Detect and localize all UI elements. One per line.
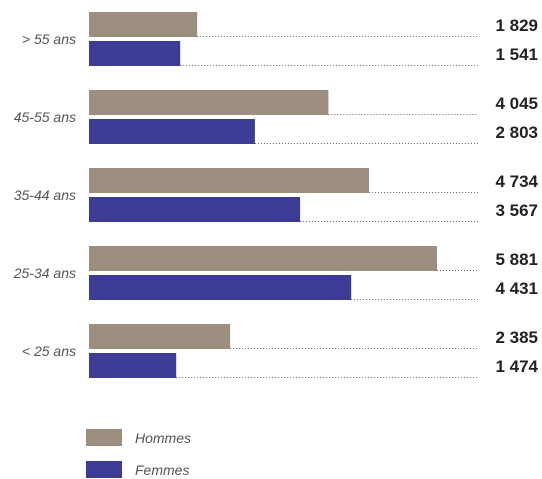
- category-label-0: > 55 ans: [22, 31, 76, 47]
- category-label-4: < 25 ans: [22, 343, 76, 359]
- bar-hommes-1: [89, 90, 329, 115]
- bar-hommes-2: [89, 168, 370, 193]
- legend-label-femmes: Femmes: [135, 462, 189, 478]
- legend-swatch-femmes: [86, 461, 122, 478]
- value-label-femmes-1: 2 803: [495, 123, 538, 142]
- value-label-femmes-0: 1 541: [495, 45, 538, 64]
- legend-swatch-hommes: [86, 429, 122, 446]
- bar-femmes-2: [89, 197, 301, 222]
- bar-femmes-4: [89, 353, 177, 378]
- category-label-3: 25-34 ans: [13, 265, 76, 281]
- bar-femmes-3: [89, 275, 352, 300]
- value-label-hommes-3: 5 881: [495, 250, 538, 269]
- plot-area: 1 829 1 541 > 55 ans 4 045 2 803 45-55 ans 4 7…: [13, 12, 539, 378]
- legend: Hommes Femmes: [86, 429, 191, 478]
- bar-femmes-1: [89, 119, 255, 144]
- value-label-femmes-3: 4 431: [495, 279, 538, 298]
- value-label-hommes-0: 1 829: [495, 16, 538, 35]
- category-label-1: 45-55 ans: [14, 109, 76, 125]
- category-label-2: 35-44 ans: [14, 187, 76, 203]
- value-label-femmes-2: 3 567: [495, 201, 538, 220]
- bar-femmes-0: [89, 41, 181, 66]
- value-label-hommes-2: 4 734: [495, 172, 538, 191]
- value-label-femmes-4: 1 474: [495, 357, 538, 376]
- value-label-hommes-4: 2 385: [495, 328, 538, 347]
- legend-label-hommes: Hommes: [135, 430, 191, 446]
- bar-hommes-0: [89, 12, 198, 37]
- value-label-hommes-1: 4 045: [495, 94, 538, 113]
- bar-hommes-4: [89, 324, 231, 349]
- bar-hommes-3: [89, 246, 437, 271]
